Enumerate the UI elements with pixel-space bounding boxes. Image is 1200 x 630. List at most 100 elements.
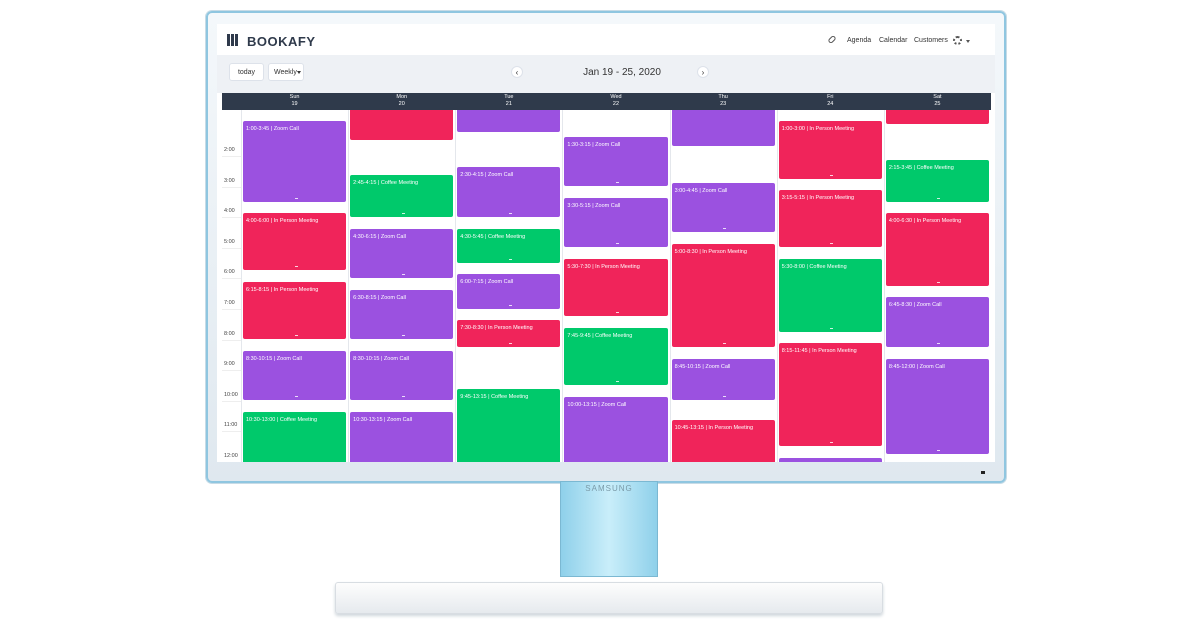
day-divider bbox=[562, 110, 564, 462]
day-divider bbox=[669, 110, 671, 462]
event-handle bbox=[723, 342, 727, 344]
event-handle bbox=[615, 381, 619, 383]
day-name: Mon bbox=[396, 94, 408, 100]
event-handle bbox=[830, 243, 834, 245]
monitor-base bbox=[335, 582, 883, 614]
nav-agenda[interactable]: Agenda bbox=[847, 37, 872, 44]
event[interactable]: 10:45-13:15 | In Person Meeting bbox=[671, 419, 775, 462]
event[interactable]: 3:00-4:45 | Zoom Call bbox=[671, 182, 775, 233]
nav-customers[interactable]: Customers bbox=[914, 37, 948, 44]
logo: BOOKAFY bbox=[247, 34, 316, 49]
event[interactable]: 10:30-13:15 | Zoom Call bbox=[350, 412, 454, 462]
screen: BOOKAFY Agenda Calendar Customers today … bbox=[217, 24, 995, 462]
time-line bbox=[222, 278, 241, 280]
event-handle bbox=[401, 396, 405, 398]
time-label: 4:00 bbox=[224, 208, 235, 215]
event[interactable]: 8:30-10:15 | Zoom Call bbox=[350, 350, 454, 401]
day-divider bbox=[455, 110, 457, 462]
event-handle bbox=[401, 335, 405, 337]
event-continued[interactable] bbox=[457, 110, 561, 132]
event[interactable]: 8:45-12:00 | Zoom Call bbox=[885, 358, 989, 454]
event[interactable]: 8:45-10:15 | Zoom Call bbox=[671, 358, 775, 401]
time-label: 7:00 bbox=[224, 300, 235, 306]
event[interactable]: 12:00-13:15 | Zoom Call bbox=[778, 458, 882, 462]
time-line bbox=[222, 370, 241, 372]
event[interactable]: 4:00-6:00 | In Person Meeting bbox=[243, 213, 347, 271]
event[interactable]: 4:00-6:30 | In Person Meeting bbox=[885, 213, 989, 286]
event-handle bbox=[294, 266, 298, 268]
time-label: 9:00 bbox=[224, 361, 235, 368]
day-date: 19 bbox=[291, 101, 298, 107]
today-button[interactable]: today bbox=[229, 63, 264, 81]
event-handle bbox=[294, 197, 298, 199]
next-button[interactable]: › bbox=[697, 66, 709, 78]
settings-caret[interactable] bbox=[966, 40, 970, 45]
event[interactable]: 6:15-8:15 | In Person Meeting bbox=[243, 282, 347, 340]
event[interactable]: 5:30-8:00 | Coffee Meeting bbox=[778, 259, 882, 332]
event-handle bbox=[830, 327, 834, 329]
event[interactable]: 4:30-6:15 | Zoom Call bbox=[350, 228, 454, 279]
event[interactable]: 10:30-13:00 | Coffee Meeting bbox=[243, 412, 347, 462]
event-handle bbox=[723, 228, 727, 230]
event-handle bbox=[508, 258, 512, 260]
event-handle bbox=[294, 396, 298, 398]
day-divider bbox=[241, 110, 242, 462]
event-continued[interactable] bbox=[350, 110, 454, 140]
event-handle bbox=[615, 243, 619, 245]
event[interactable]: 2:15-3:45 | Coffee Meeting bbox=[885, 159, 989, 202]
event[interactable]: 2:45-4:15 | Coffee Meeting bbox=[350, 174, 454, 217]
day-header-row bbox=[222, 93, 991, 110]
time-line bbox=[222, 247, 241, 249]
calendar: 2:00 3:00 4:00 5:00 6:00 7:00 8:00 9:00 10:00 11:… bbox=[222, 93, 991, 462]
event[interactable]: 7:45-9:45 | Coffee Meeting bbox=[564, 327, 668, 386]
time-label: 12:00 bbox=[224, 453, 238, 459]
link-icon[interactable] bbox=[827, 34, 837, 45]
monitor-neck bbox=[560, 481, 658, 577]
event[interactable]: 6:45-8:30 | Zoom Call bbox=[885, 297, 989, 347]
day-date: 25 bbox=[934, 101, 941, 107]
event[interactable]: 3:30-5:15 | Zoom Call bbox=[564, 197, 668, 248]
event-continued[interactable] bbox=[671, 110, 775, 146]
day-divider bbox=[776, 110, 778, 462]
view-caret bbox=[297, 71, 301, 76]
event[interactable]: 1:00-3:45 | Zoom Call bbox=[243, 121, 347, 202]
time-line bbox=[222, 309, 241, 310]
event[interactable]: 4:30-5:45 | Coffee Meeting bbox=[457, 228, 561, 263]
logo-icon bbox=[227, 34, 239, 46]
event[interactable]: 10:00-13:15 | Zoom Call bbox=[564, 396, 668, 462]
day-divider bbox=[348, 110, 350, 462]
day-name: Fri bbox=[827, 94, 834, 100]
event-handle bbox=[508, 212, 512, 214]
prev-button[interactable]: ‹ bbox=[511, 66, 523, 78]
event[interactable]: 2:30-4:15 | Zoom Call bbox=[457, 167, 561, 217]
event[interactable]: 6:00-7:15 | Zoom Call bbox=[457, 274, 561, 309]
time-label: 5:00 bbox=[224, 238, 235, 245]
event[interactable]: 1:30-3:15 | Zoom Call bbox=[564, 136, 668, 187]
day-date: 24 bbox=[827, 101, 834, 107]
settings-icon[interactable] bbox=[953, 36, 962, 45]
event[interactable]: 9:45-13:15 | Coffee Meeting bbox=[457, 389, 561, 462]
day-date: 21 bbox=[505, 101, 512, 107]
event-handle bbox=[615, 312, 619, 314]
event-handle bbox=[723, 396, 727, 398]
time-line bbox=[222, 217, 241, 219]
time-line bbox=[222, 400, 241, 402]
event[interactable]: 5:00-8:30 | In Person Meeting bbox=[671, 243, 775, 347]
event[interactable]: 6:30-8:15 | Zoom Call bbox=[350, 289, 454, 340]
time-line bbox=[222, 186, 241, 188]
event[interactable]: 5:30-7:30 | In Person Meeting bbox=[564, 259, 668, 317]
event[interactable]: 1:00-3:00 | In Person Meeting bbox=[778, 121, 882, 179]
event-continued[interactable] bbox=[885, 110, 989, 124]
event[interactable]: 8:30-10:15 | Zoom Call bbox=[243, 350, 347, 401]
date-range: Jan 19 - 25, 2020 bbox=[583, 67, 661, 78]
nav-calendar[interactable]: Calendar bbox=[879, 37, 908, 44]
day-name: Thu bbox=[718, 94, 728, 100]
view-select[interactable]: Weekly bbox=[268, 63, 304, 81]
event[interactable]: 3:15-5:15 | In Person Meeting bbox=[778, 190, 882, 248]
event-handle bbox=[508, 342, 512, 344]
event-handle bbox=[937, 197, 941, 199]
event[interactable]: 8:15-11:45 | In Person Meeting bbox=[778, 343, 882, 447]
event[interactable]: 7:30-8:30 | In Person Meeting bbox=[457, 320, 561, 347]
event-handle bbox=[401, 212, 405, 214]
